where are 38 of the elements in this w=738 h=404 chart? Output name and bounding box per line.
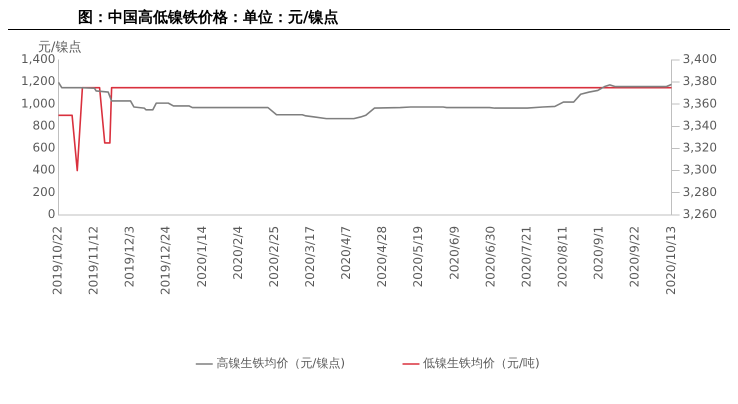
x-tick-label: 2019/12/3 (122, 226, 137, 288)
x-tick-label: 2020/6/30 (483, 226, 498, 288)
y-tick-label: 1,400 (20, 52, 56, 66)
y2-tick-label: 3,340 (682, 118, 718, 132)
x-tick-label: 2020/4/7 (339, 226, 354, 280)
x-tick-label: 2020/6/9 (447, 226, 462, 280)
x-tick-label: 2020/2/25 (266, 226, 281, 288)
y2-tick-label: 3,380 (682, 74, 718, 88)
x-tick-label: 2020/1/14 (194, 226, 209, 288)
y-tick-label: 600 (32, 140, 56, 155)
x-tick-label: 2020/4/28 (375, 226, 390, 288)
y-tick-label: 200 (32, 184, 56, 199)
x-tick-label: 2019/12/24 (158, 226, 173, 296)
y2-tick-label: 3,260 (682, 206, 718, 221)
chart-title: 图：中国高低镍铁价格：单位：元/镍点 (8, 8, 730, 30)
x-tick-label: 2020/9/22 (628, 226, 642, 288)
y2-tick-label: 3,400 (682, 52, 718, 66)
y-tick-label: 800 (32, 118, 56, 132)
y-tick-label: 1,200 (20, 74, 56, 88)
x-tick-label: 2020/7/21 (519, 226, 534, 288)
y2-tick-label: 3,280 (682, 184, 718, 199)
x-tick-label: 2020/3/17 (303, 226, 318, 288)
y-axis-title: 元/镍点 (38, 39, 82, 55)
y-tick-label: 400 (32, 162, 56, 177)
x-tick-label: 2020/10/13 (664, 226, 678, 296)
x-tick-label: 2020/9/1 (592, 226, 606, 280)
y2-tick-label: 3,360 (682, 96, 718, 110)
x-tick-label: 2020/5/19 (411, 226, 426, 288)
x-tick-label: 2020/8/11 (556, 226, 570, 288)
legend-label: 高镍生铁均价（元/镍点) (216, 356, 346, 370)
x-tick-label: 2020/2/4 (230, 226, 245, 280)
y-tick-label: 0 (48, 206, 56, 221)
y-tick-label: 1,000 (20, 96, 56, 110)
y2-tick-label: 3,300 (682, 162, 718, 177)
y2-tick-label: 3,320 (682, 140, 718, 155)
x-tick-label: 2019/11/12 (86, 226, 101, 296)
legend-label: 低镍生铁均价（元/吨) (423, 356, 540, 370)
x-tick-label: 2019/10/22 (50, 226, 64, 296)
